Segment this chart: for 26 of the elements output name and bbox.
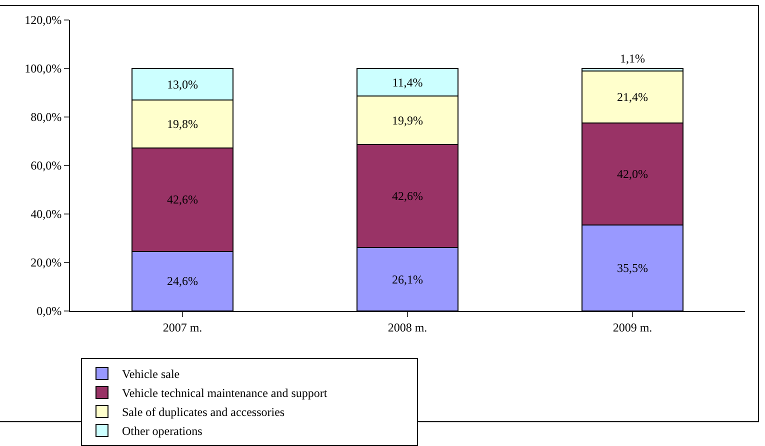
x-tick-label: 2007 m. (162, 320, 202, 334)
y-tick-label: 100,0% (24, 62, 62, 76)
data-label: 42,0% (617, 166, 648, 181)
data-label: 42,6% (392, 189, 424, 204)
data-label: 13,0% (167, 77, 198, 92)
data-label: 24,6% (167, 274, 198, 288)
data-label: 21,4% (617, 90, 648, 104)
legend-label: Sale of duplicates and accessories (122, 405, 285, 420)
legend-label: Other operations (122, 424, 203, 438)
legend-label: Vehicle sale (122, 367, 180, 382)
data-label: 35,5% (617, 260, 648, 275)
data-label: 26,1% (392, 272, 424, 286)
data-label: 42,6% (167, 192, 198, 207)
y-tick-label: 60,0% (30, 158, 62, 173)
data-label: 11,4% (392, 75, 423, 90)
data-label: 1,1% (620, 52, 646, 66)
y-tick-label: 80,0% (30, 110, 62, 124)
y-tick-label: 0,0% (36, 304, 62, 318)
x-tick-label: 2008 m. (388, 320, 428, 334)
data-label: 19,8% (167, 117, 198, 132)
x-tick-label: 2009 m. (612, 320, 652, 334)
y-tick-label: 120,0% (24, 13, 62, 28)
legend-label: Vehicle technical maintenance and support (122, 386, 328, 400)
y-tick-label: 40,0% (30, 207, 62, 222)
data-label: 19,9% (392, 113, 424, 128)
y-tick-label: 20,0% (30, 256, 62, 270)
